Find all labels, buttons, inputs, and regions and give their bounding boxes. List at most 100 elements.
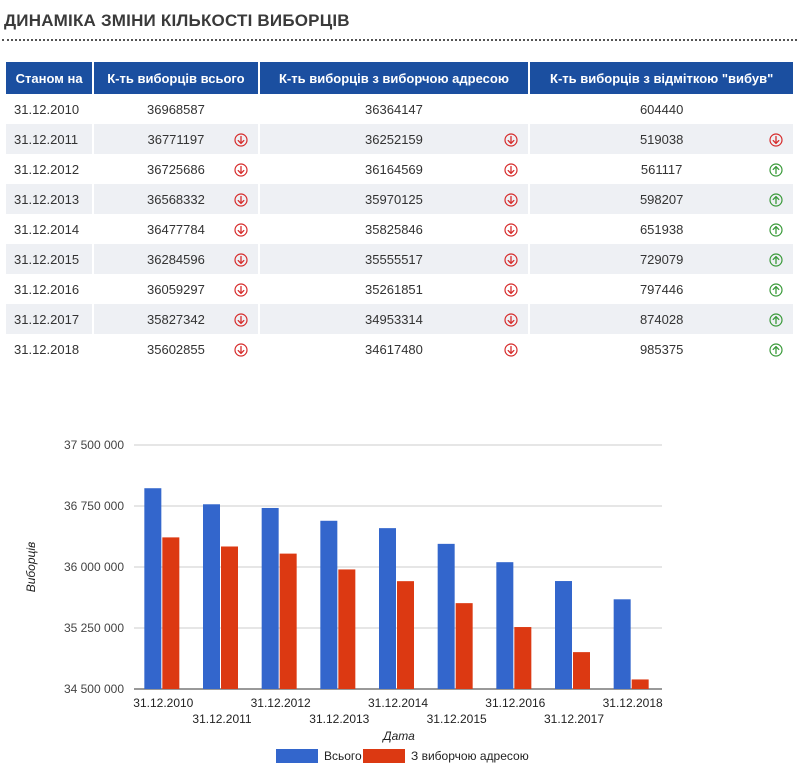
bar-total[interactable] — [437, 543, 455, 689]
row-left-cell: 519038 — [530, 124, 793, 154]
row-left-value: 797446 — [639, 281, 684, 297]
row-total-value: 36725686 — [147, 161, 205, 177]
arrow-down-icon — [234, 221, 248, 237]
arrow-down-icon — [234, 341, 248, 357]
row-date-link[interactable]: 31.12.2015 — [6, 244, 93, 274]
row-total-cell: 36725686 — [94, 154, 257, 184]
arrow-up-icon — [769, 341, 783, 357]
row-total-cell: 36477784 — [94, 214, 257, 244]
table-row: 31.12.2010 36968587 36364147 604440 — [6, 94, 793, 124]
bar-total[interactable] — [555, 581, 572, 689]
row-date-link[interactable]: 31.12.2011 — [6, 124, 93, 154]
row-date-link[interactable]: 31.12.2010 — [14, 101, 80, 117]
bar-with-address[interactable] — [279, 553, 297, 689]
y-axis-label: Виборців — [24, 542, 38, 593]
legend-swatch-total — [276, 749, 318, 763]
voters-table: Станом на К-ть виборців всього К-ть вибо… — [4, 62, 795, 364]
voters-bar-chart: 34 500 000 35 250 000 36 000 000 36 750 000… — [24, 438, 663, 763]
table-row: 31.12.2012 36725686 36164569 561117 — [6, 154, 793, 184]
row-address-cell: 36364147 — [260, 94, 529, 124]
row-total-value: 36771197 — [147, 131, 205, 147]
arrow-up-icon — [769, 281, 783, 297]
bar-with-address[interactable] — [573, 652, 590, 689]
row-left-cell: 729079 — [530, 244, 793, 274]
bar-total[interactable] — [496, 562, 514, 689]
arrow-down-icon — [504, 161, 518, 177]
bar-with-address[interactable] — [162, 537, 180, 689]
column-header-left[interactable]: К-ть виборців з відміткою "вибув" — [530, 62, 793, 94]
row-total-value: 36059297 — [147, 281, 205, 297]
row-date-link[interactable]: 31.12.2012 — [14, 161, 80, 177]
column-header-total[interactable]: К-ть виборців всього — [94, 62, 258, 94]
row-left-value: 561117 — [640, 161, 683, 177]
bar-with-address[interactable] — [631, 679, 649, 689]
x-axis-label: Дата — [381, 729, 415, 743]
row-date-link[interactable]: 31.12.2018 — [14, 341, 80, 357]
row-left-value: 985375 — [639, 341, 684, 357]
arrow-down-icon — [234, 191, 248, 207]
column-header-date[interactable]: Станом на — [6, 62, 93, 94]
table-row: 31.12.2014 36477784 35825846 651938 — [6, 214, 793, 244]
row-date-link[interactable]: 31.12.2013 — [6, 184, 93, 214]
row-left-value: 729079 — [639, 251, 684, 267]
row-address-cell: 36252159 — [259, 124, 529, 154]
row-left-value: 651938 — [639, 221, 684, 237]
arrow-down-icon — [769, 131, 783, 147]
arrow-down-icon — [234, 311, 248, 327]
bar-total[interactable] — [613, 599, 631, 689]
row-address-value: 35261851 — [365, 281, 423, 297]
x-tick-label: 31.12.2018 — [603, 696, 663, 710]
row-left-cell: 797446 — [530, 274, 793, 304]
row-left-cell: 651938 — [530, 214, 793, 244]
legend-swatch-address — [363, 749, 405, 763]
row-total-cell: 35827342 — [94, 304, 258, 334]
row-date-link[interactable]: 31.12.2017 — [6, 304, 93, 334]
table-row: 31.12.2017 35827342 34953314 874028 — [6, 304, 793, 334]
arrow-down-icon — [504, 311, 518, 327]
row-address-cell: 35970125 — [259, 184, 529, 214]
row-date-link[interactable]: 31.12.2014 — [14, 221, 80, 237]
bar-with-address[interactable] — [397, 581, 414, 689]
legend-label-address: З виборчою адресою — [411, 749, 529, 763]
row-address-value: 35555517 — [365, 251, 423, 267]
arrow-down-icon — [504, 281, 518, 297]
bar-with-address[interactable] — [338, 569, 356, 689]
bar-with-address[interactable] — [514, 627, 532, 689]
bar-total[interactable] — [203, 504, 220, 689]
arrow-down-icon — [504, 251, 518, 267]
row-total-value: 36968587 — [147, 101, 205, 117]
arrow-up-icon — [769, 161, 783, 177]
bar-total[interactable] — [320, 520, 338, 689]
row-address-value: 36252159 — [365, 131, 423, 147]
row-address-cell: 35261851 — [260, 274, 529, 304]
row-left-cell: 598207 — [530, 184, 793, 214]
x-tick-label: 31.12.2010 — [133, 696, 193, 710]
bar-with-address[interactable] — [455, 603, 473, 689]
bar-total[interactable] — [379, 528, 396, 689]
arrow-down-icon — [234, 161, 248, 177]
arrow-up-icon — [769, 221, 783, 237]
chart-y-ticks: 34 500 000 35 250 000 36 000 000 36 750 000… — [64, 438, 124, 696]
row-address-value: 34617480 — [365, 341, 423, 357]
x-tick-label: 31.12.2011 — [192, 712, 251, 726]
arrow-down-icon — [504, 341, 518, 357]
bar-total[interactable] — [261, 507, 279, 689]
column-header-with-address[interactable]: К-ть виборців з виборчою адресою — [259, 62, 529, 94]
row-address-cell: 35555517 — [259, 244, 529, 274]
row-date-link[interactable]: 31.12.2016 — [14, 281, 80, 297]
bar-total[interactable] — [144, 488, 162, 689]
row-total-cell: 36284596 — [94, 244, 258, 274]
row-total-cell: 36968587 — [94, 94, 257, 124]
arrow-down-icon — [234, 251, 248, 267]
bar-with-address[interactable] — [221, 546, 238, 689]
legend-label-total: Всього — [324, 749, 362, 763]
arrow-down-icon — [234, 281, 248, 297]
row-address-value: 35825846 — [365, 221, 423, 237]
row-total-value: 35602855 — [147, 341, 205, 357]
row-total-value: 35827342 — [147, 311, 205, 327]
row-address-value: 36164569 — [365, 161, 423, 177]
x-tick-label: 31.12.2013 — [309, 712, 369, 726]
row-total-cell: 36568332 — [94, 184, 258, 214]
row-left-cell: 561117 — [530, 154, 793, 184]
